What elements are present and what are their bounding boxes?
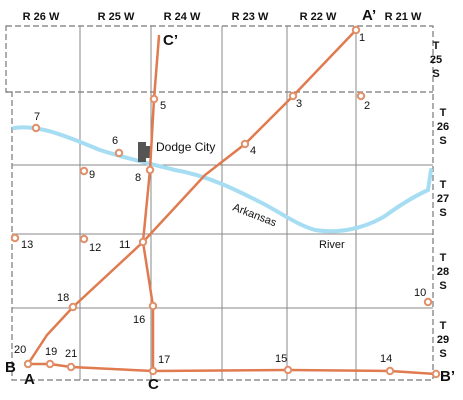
svg-text:28: 28 <box>437 266 449 278</box>
well-marker <box>23 359 33 369</box>
well-label: 2 <box>364 100 370 112</box>
well-label: 20 <box>14 344 26 356</box>
well-marker <box>114 148 124 158</box>
range-label: R 26 W <box>23 11 60 23</box>
svg-text:S: S <box>439 280 446 292</box>
section-label-b-prime: B’ <box>440 368 455 385</box>
svg-text:S: S <box>432 68 439 80</box>
township-label: T 29 S <box>437 320 449 360</box>
well-label: 14 <box>380 353 392 365</box>
well-label: 16 <box>133 314 145 326</box>
wells <box>10 25 441 379</box>
svg-text:S: S <box>439 135 446 147</box>
well-label: 5 <box>160 100 166 112</box>
svg-text:S: S <box>439 207 446 219</box>
township-label: T 27 S <box>437 179 449 219</box>
well-label: 10 <box>414 287 426 299</box>
section-label-c-prime: C’ <box>163 32 178 49</box>
well-marker <box>240 139 250 149</box>
well-marker <box>45 359 55 369</box>
well-label: 12 <box>89 242 101 254</box>
well-marker <box>351 25 361 35</box>
township-label: T 26 S <box>437 107 449 147</box>
arkansas-river <box>12 125 433 234</box>
well-label: 15 <box>275 353 287 365</box>
well-marker <box>66 362 76 372</box>
map-boundary <box>5 25 434 381</box>
well-label: 1 <box>359 32 365 44</box>
well-marker <box>138 237 148 247</box>
well-label: 4 <box>250 145 256 157</box>
well-label: 11 <box>119 239 130 251</box>
section-lines <box>26 28 438 376</box>
dodge-city-icon <box>138 142 152 162</box>
river-label-arkansas: Arkansas <box>231 202 279 230</box>
well-label: 17 <box>158 354 170 366</box>
well-label: 6 <box>112 135 118 147</box>
well-label: 13 <box>21 239 33 251</box>
well-label: 21 <box>65 348 77 360</box>
svg-text:T: T <box>440 320 447 332</box>
svg-text:T: T <box>440 107 447 119</box>
well-label: 19 <box>45 346 57 358</box>
well-marker <box>31 123 41 133</box>
well-marker <box>431 369 441 379</box>
river-label-river: River <box>319 239 345 251</box>
well-marker <box>148 366 158 376</box>
township-grid <box>12 26 433 380</box>
range-label: R 21 W <box>385 11 422 23</box>
well-marker <box>79 234 89 244</box>
well-marker <box>145 165 155 175</box>
svg-text:29: 29 <box>437 334 449 346</box>
well-marker <box>10 233 20 243</box>
svg-text:T: T <box>440 179 447 191</box>
well-label: 9 <box>89 169 95 181</box>
well-marker <box>283 365 293 375</box>
well-marker <box>423 297 433 307</box>
svg-text:T: T <box>440 252 447 264</box>
well-marker <box>385 366 395 376</box>
svg-text:S: S <box>439 348 446 360</box>
svg-text:25: 25 <box>430 54 442 66</box>
svg-text:26: 26 <box>437 121 449 133</box>
well-label: 8 <box>135 172 141 184</box>
section-label-a: A <box>24 371 35 388</box>
well-label: 18 <box>57 292 69 304</box>
svg-text:27: 27 <box>437 193 449 205</box>
well-marker <box>356 91 366 101</box>
township-label: T 25 S <box>430 40 442 80</box>
range-label: R 24 W <box>164 11 201 23</box>
well-marker <box>68 302 78 312</box>
range-label: R 23 W <box>232 11 269 23</box>
well-marker <box>79 166 89 176</box>
well-label: 7 <box>34 111 40 123</box>
section-label-a-prime: A’ <box>362 7 376 24</box>
section-label-b: B <box>5 359 16 376</box>
range-label: R 22 W <box>300 11 337 23</box>
township-label: T 28 S <box>437 252 449 292</box>
well-label: 3 <box>296 98 302 110</box>
well-marker <box>288 91 298 101</box>
section-label-c: C <box>148 376 159 393</box>
range-label: R 25 W <box>98 11 135 23</box>
well-marker <box>149 94 159 104</box>
svg-text:T: T <box>433 40 440 52</box>
well-marker <box>148 301 158 311</box>
city-label: Dodge City <box>156 140 215 154</box>
